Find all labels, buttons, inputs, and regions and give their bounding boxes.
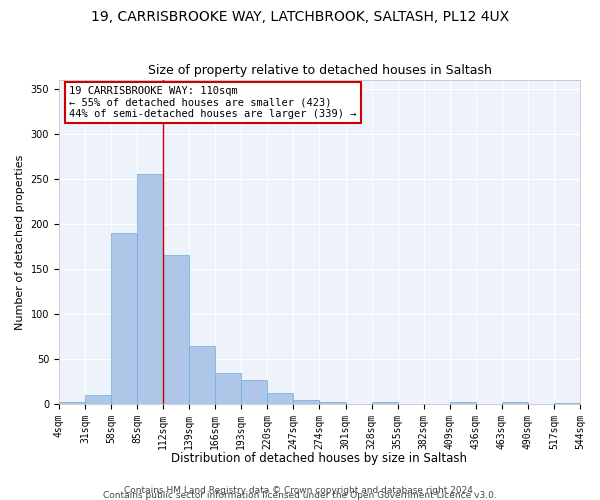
Bar (502, 402, 528, 404)
Text: 19 CARRISBROOKE WAY: 110sqm
← 55% of detached houses are smaller (423)
44% of se: 19 CARRISBROOKE WAY: 110sqm ← 55% of det… (70, 86, 357, 119)
Text: 19, CARRISBROOKE WAY, LATCHBROOK, SALTASH, PL12 4UX: 19, CARRISBROOKE WAY, LATCHBROOK, SALTAS… (91, 10, 509, 24)
Title: Size of property relative to detached houses in Saltash: Size of property relative to detached ho… (148, 64, 491, 77)
Y-axis label: Number of detached properties: Number of detached properties (15, 154, 25, 330)
Bar (293, 400, 319, 404)
Bar (189, 346, 215, 404)
Bar (111, 233, 137, 404)
Text: Contains public sector information licensed under the Open Government Licence v3: Contains public sector information licen… (103, 491, 497, 500)
Bar (85, 395, 111, 404)
Bar (137, 174, 163, 404)
Text: Contains HM Land Registry data © Crown copyright and database right 2024.: Contains HM Land Registry data © Crown c… (124, 486, 476, 495)
Bar (59, 402, 85, 404)
Bar (241, 380, 268, 404)
Bar (163, 256, 189, 404)
Bar (319, 402, 346, 404)
Bar (268, 394, 293, 404)
X-axis label: Distribution of detached houses by size in Saltash: Distribution of detached houses by size … (172, 452, 467, 465)
Bar (215, 372, 241, 404)
Bar (371, 402, 398, 404)
Bar (450, 402, 476, 404)
